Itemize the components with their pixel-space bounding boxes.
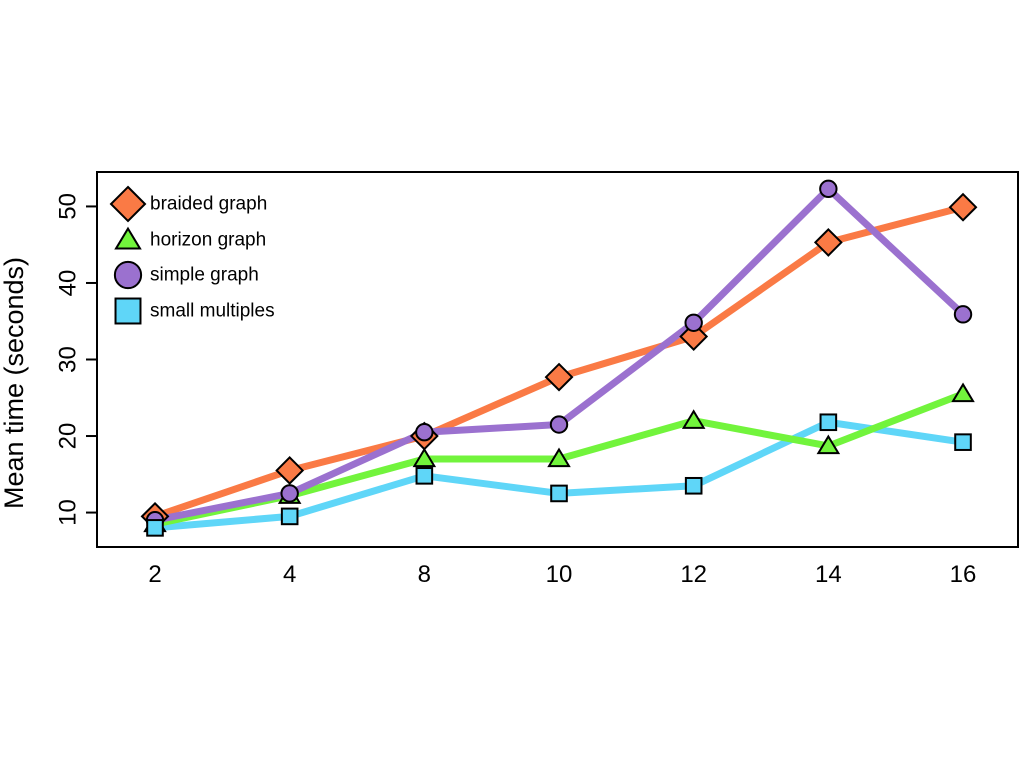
y-axis: 10 20 30 40 50 bbox=[55, 193, 97, 526]
legend-label: braided graph bbox=[150, 194, 267, 215]
y-tick-label: 20 bbox=[55, 423, 82, 450]
legend: braided graph horizon graph simple graph sm… bbox=[109, 185, 275, 325]
data-point-horizon-graph bbox=[816, 434, 841, 455]
legend-marker-small-multiples bbox=[114, 297, 142, 325]
y-axis-title: Mean time (seconds) bbox=[0, 257, 29, 509]
y-tick-label: 40 bbox=[55, 270, 82, 297]
data-point-small-multiples bbox=[146, 519, 164, 537]
data-point-simple-graph bbox=[953, 305, 973, 324]
series-markers bbox=[140, 179, 978, 537]
data-point-simple-graph bbox=[684, 313, 703, 332]
y-tick-label: 50 bbox=[55, 193, 82, 220]
data-point-braided-graph bbox=[275, 456, 305, 485]
x-tick-label: 16 bbox=[950, 561, 977, 588]
legend-label: simple graph bbox=[150, 265, 259, 286]
data-point-simple-graph bbox=[549, 415, 569, 434]
legend-marker-horizon-graph bbox=[114, 226, 142, 250]
legend-marker-simple-graph bbox=[113, 260, 143, 290]
data-point-braided-graph bbox=[813, 227, 843, 257]
data-point-small-multiples bbox=[415, 467, 434, 485]
data-point-braided-graph bbox=[679, 322, 709, 351]
data-point-braided-graph bbox=[544, 362, 574, 392]
y-tick-label: 30 bbox=[55, 346, 82, 373]
data-point-simple-graph bbox=[415, 423, 434, 442]
data-point-simple-graph bbox=[280, 484, 299, 503]
series-lines bbox=[151, 185, 967, 532]
y-tick-label: 10 bbox=[55, 499, 82, 526]
x-tick-label: 12 bbox=[680, 561, 707, 588]
legend-label: small multiples bbox=[150, 301, 275, 322]
x-tick-label: 8 bbox=[418, 561, 431, 588]
x-axis: 2 4 8 10 12 14 16 bbox=[148, 561, 976, 588]
x-tick-label: 4 bbox=[283, 561, 296, 588]
data-point-small-multiples bbox=[550, 484, 568, 503]
x-tick-label: 2 bbox=[148, 561, 161, 588]
data-point-horizon-graph bbox=[681, 409, 706, 429]
data-point-horizon-graph bbox=[547, 447, 571, 468]
legend-label: horizon graph bbox=[150, 230, 266, 251]
data-point-horizon-graph bbox=[951, 382, 975, 403]
x-tick-label: 14 bbox=[815, 561, 842, 588]
data-point-horizon-graph bbox=[412, 447, 437, 468]
data-point-small-multiples bbox=[280, 507, 299, 526]
data-point-small-multiples bbox=[684, 476, 703, 495]
data-point-braided-graph bbox=[948, 192, 978, 222]
x-tick-label: 10 bbox=[546, 561, 573, 588]
legend-marker-braided-graph bbox=[109, 185, 147, 223]
data-point-small-multiples bbox=[954, 433, 972, 451]
data-point-small-multiples bbox=[819, 413, 838, 432]
data-point-simple-graph bbox=[819, 179, 838, 199]
